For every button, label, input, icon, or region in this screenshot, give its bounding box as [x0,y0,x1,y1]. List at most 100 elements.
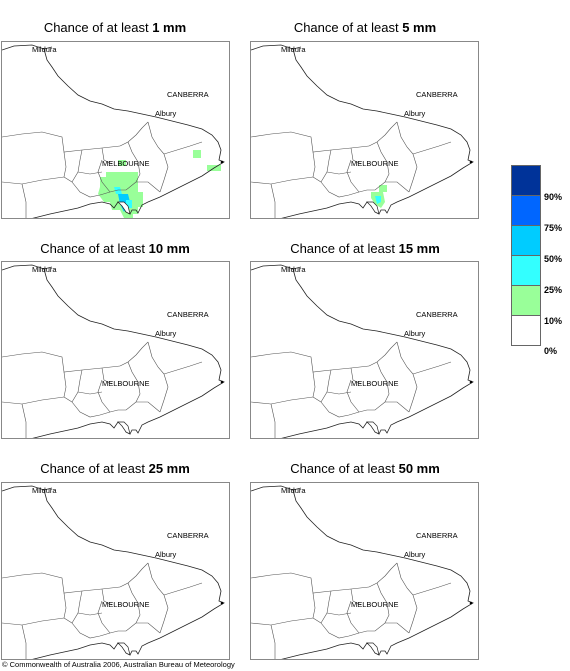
legend-label-10: 10% [544,316,563,326]
probability-shading [118,160,126,166]
map-label-canberra: CANBERRA [416,310,458,319]
panel-title-1mm: Chance of at least 1 mm [43,20,187,35]
district-boundary [163,582,203,596]
probability-shading [193,150,201,158]
district-boundary [136,181,161,193]
location-marker [469,380,473,384]
map-label-mildura: Mildura [281,265,306,274]
district-boundary [101,588,113,606]
district-boundary [368,341,398,367]
victoria-map-outline: Mildura CANBERRA Albury MELBOURNE [2,264,225,438]
district-boundary [270,624,276,659]
map-15mm: Mildura CANBERRA Albury MELBOURNE [250,261,479,439]
probability-shading [375,196,381,204]
district-boundary [368,562,398,588]
district-boundary [376,582,390,624]
district-boundary [2,131,121,153]
district-boundary [251,572,370,594]
map-label-melbourne: MELBOURNE [351,379,399,388]
district-boundary [312,151,322,183]
map-25mm: Mildura CANBERRA Albury MELBOURNE [1,482,230,660]
port-phillip-bay [117,642,131,656]
district-boundary [147,562,169,634]
legend-swatch-10-25 [511,286,541,316]
district-boundary [396,341,418,413]
district-boundary [127,141,141,183]
district-boundary [385,181,410,193]
district-boundary [97,159,111,193]
district-boundary [2,396,65,405]
legend-swatch-90-100 [511,165,541,196]
legend-swatch-0-10 [511,316,541,346]
district-boundary [2,617,65,626]
port-phillip-bay [366,201,380,215]
district-boundary [251,617,314,626]
district-boundary [77,171,103,175]
district-boundary [147,341,169,413]
district-boundary [251,176,314,185]
location-marker [220,601,224,605]
district-boundary [326,171,352,175]
district-boundary [320,622,386,639]
district-boundary [71,622,137,639]
state-coastline [251,485,474,659]
district-boundary [77,612,103,616]
legend-swatch-25-50 [511,256,541,286]
victoria-map-outline: Mildura CANBERRA Albury MELBOURNE [251,44,474,218]
district-boundary [163,141,203,155]
map-label-albury: Albury [404,550,426,559]
district-boundary [270,403,276,438]
district-boundary [119,121,149,147]
district-boundary [320,181,386,198]
legend-label-50: 50% [544,254,563,264]
victoria-map-outline: Mildura CANBERRA Albury MELBOURNE [2,485,225,659]
map-label-melbourne: MELBOURNE [102,379,150,388]
district-boundary [350,147,362,165]
district-boundary [71,369,83,403]
district-boundary [63,151,73,183]
map-label-canberra: CANBERRA [416,531,458,540]
district-boundary [2,176,65,185]
copyright-text: © Commonwealth of Australia 2006, Austra… [2,660,235,669]
map-label-albury: Albury [155,329,177,338]
victoria-map-outline: Mildura CANBERRA Albury MELBOURNE [251,485,474,659]
district-boundary [320,590,332,624]
district-boundary [147,121,169,193]
state-coastline [2,485,225,659]
panel-title-50mm: Chance of at least 50 mm [290,461,440,476]
district-boundary [119,562,149,588]
map-label-melbourne: MELBOURNE [351,159,399,168]
district-boundary [77,391,103,395]
location-marker [220,160,224,164]
legend-label-75: 75% [544,223,563,233]
district-boundary [368,121,398,147]
victoria-map-outline: Mildura CANBERRA Albury MELBOURNE [2,44,225,218]
probability-legend [511,165,541,346]
legend-swatch-75-90 [511,196,541,226]
probability-shading [379,185,387,192]
district-boundary [2,572,121,594]
map-label-mildura: Mildura [32,45,57,54]
district-boundary [97,600,111,634]
panel-title-5mm: Chance of at least 5 mm [293,20,437,35]
legend-label-25: 25% [544,285,563,295]
district-boundary [270,183,276,218]
district-boundary [251,351,370,373]
district-boundary [2,351,121,373]
state-coastline [251,264,474,438]
district-boundary [346,600,360,634]
map-label-mildura: Mildura [281,45,306,54]
district-boundary [71,401,137,418]
district-boundary [163,361,203,375]
panel-title-10mm: Chance of at least 10 mm [40,241,190,256]
district-boundary [312,371,322,403]
district-boundary [136,622,161,634]
map-label-mildura: Mildura [32,486,57,495]
legend-label-0: 0% [544,346,558,356]
location-marker [469,601,473,605]
district-boundary [320,401,386,418]
district-boundary [385,401,410,413]
map-label-albury: Albury [155,550,177,559]
map-10mm: Mildura CANBERRA Albury MELBOURNE [1,261,230,439]
district-boundary [346,379,360,413]
